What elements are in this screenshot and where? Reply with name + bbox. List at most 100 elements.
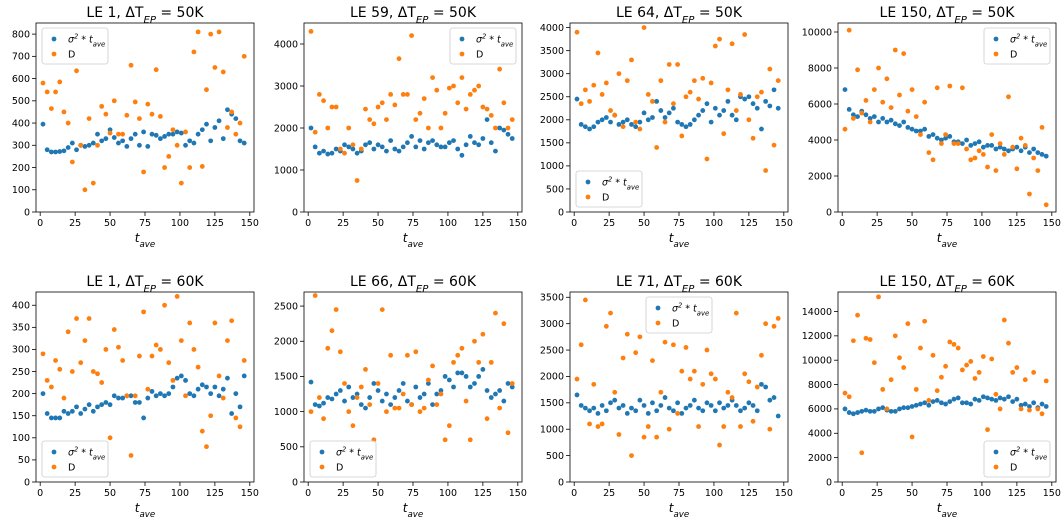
d-point bbox=[337, 146, 343, 152]
panel-7: LE 71, ΔTEP​ = 60K0255075100125150050010… bbox=[540, 274, 793, 520]
d-point bbox=[972, 155, 978, 161]
chart-title: LE 71, ΔTEP​ = 60K bbox=[616, 274, 743, 295]
d-point bbox=[913, 114, 919, 119]
d-point bbox=[943, 363, 949, 369]
sigma-point bbox=[620, 403, 626, 408]
x-axis-label: tave​ bbox=[669, 501, 689, 520]
d-point bbox=[666, 426, 672, 432]
sigma-point bbox=[926, 402, 932, 408]
x-tick-label: 125 bbox=[206, 488, 224, 499]
y-tick-label: 1500 bbox=[274, 372, 298, 383]
sigma-point bbox=[712, 105, 718, 111]
x-tick-label: 75 bbox=[941, 218, 953, 229]
x-tick-label: 50 bbox=[104, 218, 116, 229]
d-point bbox=[350, 142, 356, 148]
sigma-point bbox=[132, 400, 138, 405]
d-point bbox=[691, 368, 697, 374]
d-point bbox=[413, 349, 419, 355]
d-point bbox=[99, 380, 105, 385]
d-point bbox=[86, 116, 92, 122]
y-tick-label: 6000 bbox=[808, 404, 832, 415]
d-point bbox=[763, 168, 769, 173]
sigma-point bbox=[922, 400, 928, 406]
y-tick-label: 400 bbox=[12, 118, 30, 129]
sigma-point bbox=[111, 135, 117, 140]
d-point bbox=[425, 377, 431, 383]
sigma-point bbox=[333, 146, 339, 152]
d-point bbox=[241, 358, 247, 363]
sigma-point bbox=[574, 392, 580, 398]
sigma-point bbox=[421, 391, 427, 397]
d-point bbox=[145, 386, 151, 392]
d-point bbox=[754, 94, 760, 100]
d-point bbox=[488, 113, 494, 118]
y-tick-label: 2000 bbox=[540, 372, 564, 383]
sigma-point bbox=[641, 403, 647, 408]
sigma-point bbox=[578, 403, 584, 408]
sigma-point bbox=[909, 126, 915, 132]
y-tick-label: 0 bbox=[24, 477, 30, 488]
d-point bbox=[308, 29, 314, 34]
d-point bbox=[69, 369, 75, 374]
sigma-point bbox=[57, 415, 63, 421]
sigma-point bbox=[700, 108, 706, 113]
d-point bbox=[509, 117, 515, 122]
chart-title: LE 59, ΔTEP​ = 50K bbox=[350, 5, 477, 26]
sigma-point bbox=[645, 410, 651, 416]
d-point bbox=[237, 120, 243, 126]
d-point bbox=[675, 62, 681, 67]
d-point bbox=[595, 424, 601, 429]
d-point bbox=[384, 409, 389, 415]
d-point bbox=[367, 402, 373, 407]
sigma-point bbox=[867, 408, 873, 414]
x-tick-label: 75 bbox=[139, 488, 151, 499]
x-axis-label: tave​ bbox=[135, 231, 155, 250]
d-point bbox=[212, 65, 218, 70]
d-point bbox=[897, 355, 902, 361]
sigma-point bbox=[1039, 152, 1045, 157]
sigma-point bbox=[212, 384, 218, 390]
d-point bbox=[90, 180, 96, 186]
d-point bbox=[721, 424, 727, 429]
sigma-point bbox=[430, 138, 435, 144]
x-tick-label: 0 bbox=[571, 218, 577, 229]
sigma-point bbox=[216, 118, 222, 124]
sigma-point bbox=[608, 400, 613, 406]
sigma-point bbox=[901, 119, 907, 125]
d-point bbox=[120, 358, 126, 363]
sigma-point bbox=[425, 140, 431, 146]
sigma-point bbox=[905, 405, 911, 411]
d-point bbox=[771, 142, 777, 148]
sigma-point bbox=[99, 138, 105, 144]
d-point bbox=[421, 96, 427, 101]
sigma-point bbox=[480, 136, 486, 141]
sigma-point bbox=[985, 143, 990, 148]
sigma-point bbox=[107, 127, 113, 133]
sigma-point bbox=[316, 150, 322, 156]
d-point bbox=[312, 293, 318, 298]
sigma-point bbox=[329, 396, 335, 402]
y-tick-label: 2000 bbox=[274, 123, 298, 134]
sigma-point bbox=[746, 94, 752, 100]
legend: σ2 * tave​D bbox=[41, 27, 109, 65]
sigma-point bbox=[939, 400, 944, 406]
sigma-point bbox=[675, 119, 681, 125]
sigma-point bbox=[759, 381, 764, 387]
d-point bbox=[968, 157, 974, 163]
d-point bbox=[384, 117, 389, 122]
x-tick-label: 100 bbox=[705, 488, 723, 499]
sigma-point bbox=[208, 391, 214, 397]
sigma-point bbox=[183, 377, 188, 383]
d-point bbox=[1022, 377, 1028, 383]
sigma-point bbox=[74, 147, 79, 153]
x-tick-label: 150 bbox=[241, 218, 259, 229]
sigma-point bbox=[128, 136, 134, 142]
sigma-point bbox=[174, 375, 180, 381]
y-tick-label: 0 bbox=[826, 477, 832, 488]
sigma-point bbox=[48, 415, 54, 421]
sigma-point bbox=[78, 411, 84, 416]
d-point bbox=[926, 150, 932, 156]
sigma-point bbox=[191, 140, 197, 146]
legend-marker bbox=[993, 449, 999, 455]
sigma-point bbox=[750, 403, 756, 408]
